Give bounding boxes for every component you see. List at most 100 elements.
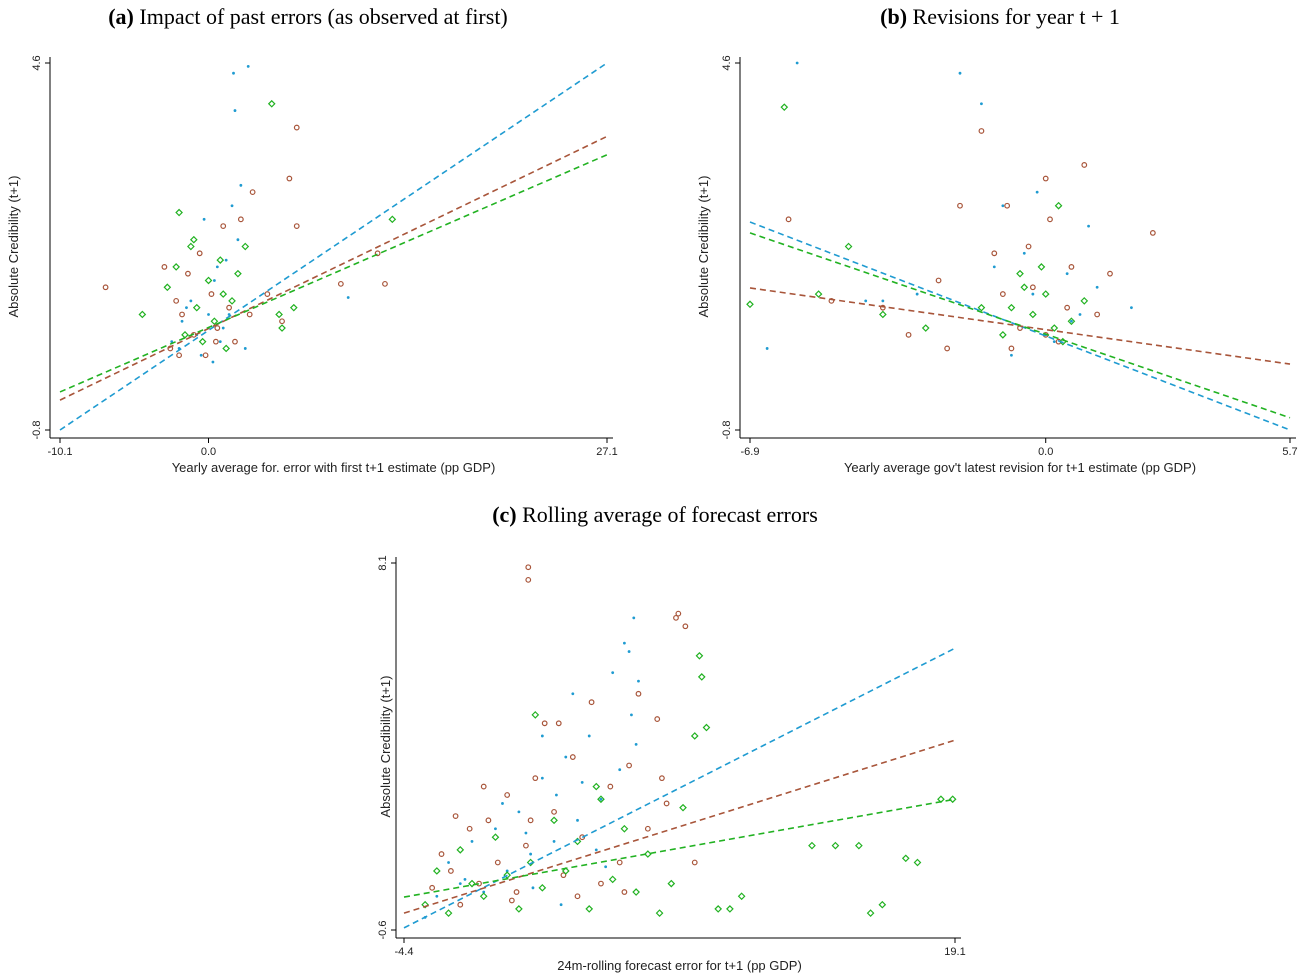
panel-label: (c) xyxy=(492,502,516,527)
point xyxy=(232,338,238,345)
point xyxy=(808,841,816,850)
point xyxy=(505,869,509,873)
point xyxy=(1001,204,1005,208)
point xyxy=(176,352,183,359)
point xyxy=(655,909,664,917)
point xyxy=(780,103,789,112)
point xyxy=(559,903,563,907)
point xyxy=(218,340,222,344)
y-tick-label: -0.8 xyxy=(721,421,733,440)
point xyxy=(468,879,476,888)
point xyxy=(555,793,558,797)
point xyxy=(293,223,300,230)
point xyxy=(185,270,191,277)
point xyxy=(659,775,665,782)
point xyxy=(1042,175,1049,182)
point xyxy=(435,894,439,898)
y-tick-label: 8.1 xyxy=(377,555,389,570)
point xyxy=(161,263,168,270)
point xyxy=(179,311,185,318)
point xyxy=(1052,340,1056,344)
fit-line xyxy=(59,62,608,431)
point xyxy=(504,792,511,798)
point xyxy=(588,699,595,706)
point xyxy=(901,854,910,863)
point xyxy=(232,71,235,75)
point xyxy=(204,276,213,285)
point xyxy=(224,258,228,262)
point xyxy=(241,242,250,251)
point xyxy=(702,723,711,732)
point xyxy=(198,337,207,346)
point xyxy=(246,64,250,68)
panel-title: (b) Revisions for year t + 1 xyxy=(880,4,1120,29)
point xyxy=(523,842,529,849)
point xyxy=(279,318,285,325)
point xyxy=(866,909,875,917)
point xyxy=(616,859,623,866)
point xyxy=(264,291,271,297)
point xyxy=(726,905,734,913)
point xyxy=(1130,306,1133,310)
point xyxy=(978,128,985,134)
point xyxy=(1065,272,1069,276)
point xyxy=(598,880,604,887)
point xyxy=(215,265,219,269)
point xyxy=(795,61,799,65)
point xyxy=(579,834,586,841)
point xyxy=(944,345,951,352)
point xyxy=(980,102,983,106)
point xyxy=(289,303,298,312)
point xyxy=(637,679,640,683)
point xyxy=(189,235,198,244)
panel-title: (a) Impact of past errors (as observed a… xyxy=(108,4,508,29)
point xyxy=(957,202,963,209)
point xyxy=(494,859,501,866)
point xyxy=(293,124,300,131)
point xyxy=(202,217,206,221)
point xyxy=(561,867,570,875)
panel: (b) Revisions for year t + 1 Yearly avera… xyxy=(696,4,1298,475)
point xyxy=(1016,269,1024,278)
point xyxy=(992,265,996,269)
y-tick-label: -0.6 xyxy=(377,921,389,940)
point xyxy=(102,284,109,291)
point xyxy=(1067,317,1076,326)
point xyxy=(192,303,201,312)
point xyxy=(212,279,216,282)
point xyxy=(525,576,532,583)
point xyxy=(212,338,219,345)
point xyxy=(236,238,240,242)
point xyxy=(1081,162,1088,168)
point xyxy=(211,360,215,364)
point xyxy=(243,347,247,350)
point xyxy=(1022,251,1026,255)
point xyxy=(635,690,642,697)
point xyxy=(905,331,912,338)
point xyxy=(189,299,193,303)
point xyxy=(552,840,556,843)
point xyxy=(220,223,227,230)
point xyxy=(864,299,868,303)
point xyxy=(214,325,221,331)
point xyxy=(532,775,539,782)
point xyxy=(458,882,462,885)
point xyxy=(878,900,887,909)
point xyxy=(221,326,225,330)
point xyxy=(831,841,840,850)
point xyxy=(592,782,601,791)
x-tick-label: -4.4 xyxy=(395,946,414,958)
point xyxy=(999,291,1006,297)
x-tick-label: 0.0 xyxy=(201,446,216,458)
point xyxy=(501,802,504,805)
point xyxy=(691,859,698,866)
point xyxy=(604,865,608,869)
point xyxy=(447,868,454,874)
fit-line xyxy=(59,135,608,401)
point xyxy=(337,280,344,287)
point xyxy=(879,304,886,311)
panel-title: (c) Rolling average of forecast errors xyxy=(492,502,818,527)
point xyxy=(1010,353,1013,357)
point xyxy=(555,720,562,727)
